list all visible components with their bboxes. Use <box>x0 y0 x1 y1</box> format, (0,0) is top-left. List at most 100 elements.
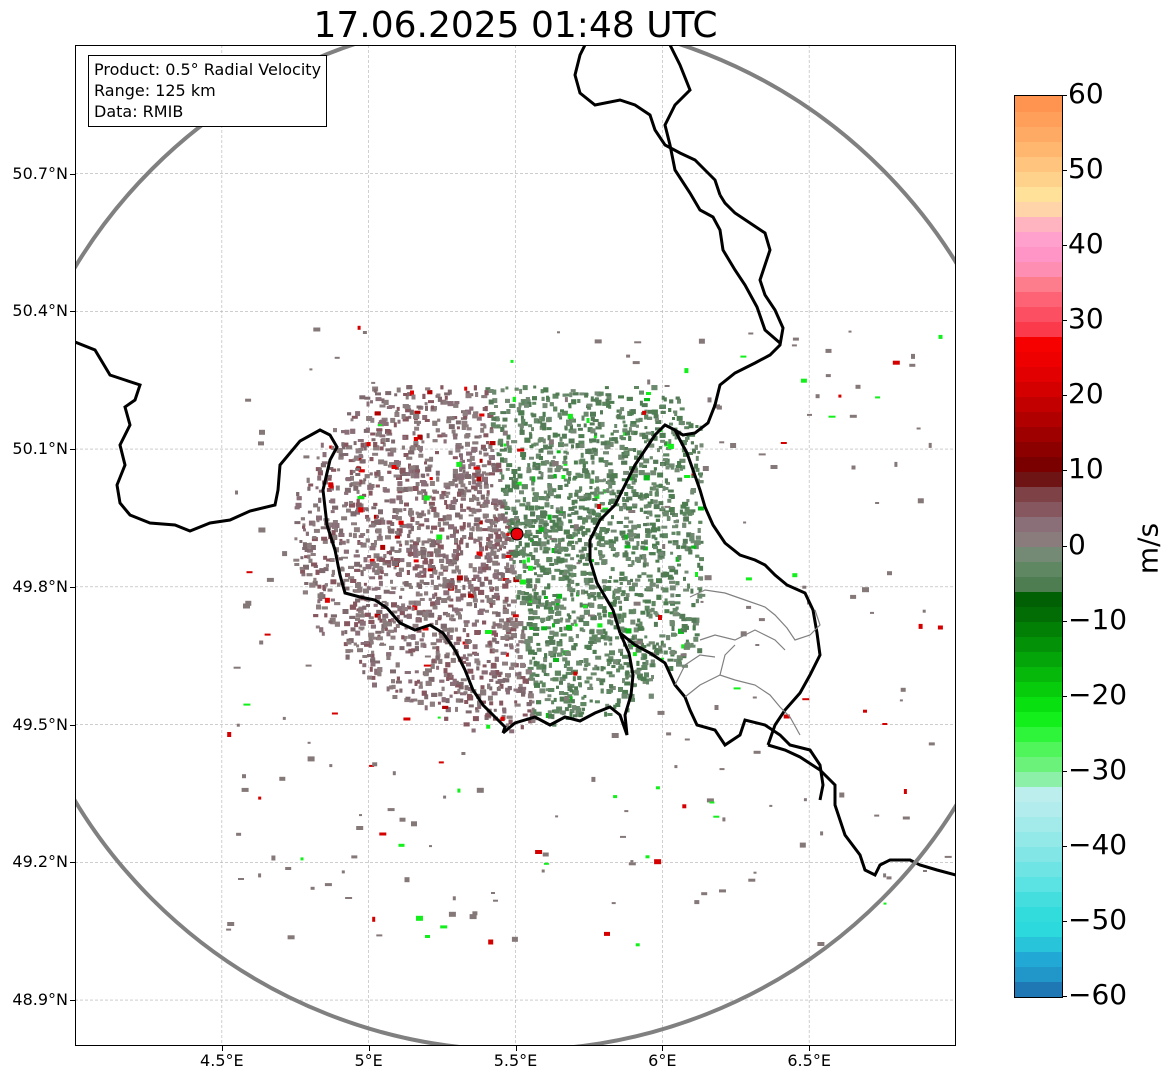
echo-pixel <box>517 448 525 452</box>
echo-pixel <box>498 501 505 506</box>
echo-pixel <box>902 816 910 820</box>
echo-pixel <box>536 700 542 705</box>
echo-pixel <box>481 504 486 508</box>
echo-pixel <box>425 466 432 472</box>
echo-pixel <box>338 456 344 460</box>
echo-pixel <box>502 708 507 714</box>
echo-pixel <box>607 619 612 625</box>
echo-pixel <box>540 460 547 466</box>
echo-pixel <box>527 602 533 606</box>
echo-pixel <box>429 574 434 578</box>
echo-pixel <box>360 571 364 577</box>
echo-pixel <box>414 469 420 473</box>
echo-pixel <box>365 514 370 519</box>
echo-pixel <box>636 524 641 529</box>
echo-pixel <box>521 484 528 490</box>
echo-pixel <box>388 528 395 534</box>
echo-pixel <box>513 688 518 692</box>
echo-pixel <box>419 570 426 574</box>
echo-pixel <box>344 429 350 435</box>
echo-pixel <box>625 593 630 598</box>
echo-pixel <box>668 565 675 569</box>
echo-pixel <box>457 608 463 612</box>
echo-pixel <box>630 409 636 415</box>
echo-pixel <box>464 639 471 644</box>
echo-pixel <box>678 421 685 425</box>
echo-pixel <box>375 392 381 396</box>
radar-map[interactable] <box>75 45 956 1046</box>
echo-pixel <box>609 684 614 689</box>
echo-pixel <box>514 700 518 704</box>
echo-pixel <box>680 465 683 471</box>
echo-pixel <box>427 551 434 555</box>
echo-pixel <box>379 434 386 438</box>
echo-pixel <box>459 684 464 688</box>
echo-pixel <box>386 621 392 627</box>
echo-pixel <box>659 432 666 438</box>
echo-pixel <box>675 524 679 528</box>
echo-pixel <box>431 659 436 664</box>
echo-pixel <box>472 644 478 650</box>
echo-pixel <box>566 421 573 427</box>
echo-pixel <box>365 564 372 570</box>
echo-pixel <box>537 595 542 599</box>
echo-pixel <box>495 611 501 617</box>
echo-pixel <box>639 593 643 598</box>
echo-pixel <box>631 524 638 530</box>
echo-pixel <box>471 508 477 514</box>
echo-pixel <box>536 574 543 578</box>
echo-pixel <box>516 675 521 680</box>
echo-pixel <box>495 416 500 422</box>
echo-pixel <box>532 461 536 467</box>
echo-pixel <box>569 709 575 713</box>
echo-pixel <box>547 514 552 520</box>
echo-pixel <box>529 456 534 460</box>
echo-pixel <box>568 405 572 409</box>
echo-pixel <box>496 452 500 456</box>
echo-pixel <box>346 508 351 513</box>
echo-pixel <box>653 621 658 627</box>
echo-pixel <box>541 396 545 401</box>
echo-pixel <box>355 467 361 471</box>
echo-pixel <box>650 499 654 504</box>
echo-pixel <box>530 539 534 543</box>
echo-pixel <box>654 514 661 518</box>
echo-pixel <box>539 688 546 694</box>
echo-pixel <box>511 506 517 512</box>
echo-pixel <box>690 441 694 445</box>
echo-pixel <box>622 689 629 695</box>
echo-pixel <box>494 569 499 573</box>
echo-pixel <box>329 617 336 622</box>
echo-pixel <box>485 497 489 501</box>
echo-pixel <box>690 588 694 594</box>
echo-pixel <box>506 603 511 607</box>
echo-pixel <box>390 556 394 561</box>
echo-pixel <box>517 423 522 427</box>
echo-pixel <box>597 630 604 635</box>
echo-pixel <box>403 637 407 642</box>
echo-pixel <box>585 449 592 454</box>
echo-pixel <box>505 467 510 471</box>
echo-pixel <box>691 509 696 513</box>
echo-pixel <box>466 458 472 462</box>
echo-pixel <box>393 558 400 563</box>
echo-pixel <box>472 567 477 573</box>
echo-pixel <box>534 560 540 566</box>
echo-pixel <box>521 629 525 635</box>
echo-pixel <box>412 431 416 436</box>
echo-pixel <box>395 530 399 534</box>
echo-pixel <box>588 577 594 583</box>
echo-pixel <box>489 586 494 592</box>
echo-pixel <box>445 554 449 560</box>
echo-pixel <box>584 572 589 575</box>
echo-pixel <box>571 610 576 614</box>
echo-pixel <box>409 544 413 550</box>
echo-pixel <box>324 613 328 618</box>
echo-pixel <box>435 451 439 455</box>
echo-pixel <box>407 583 412 587</box>
echo-pixel <box>518 686 523 692</box>
echo-pixel <box>663 601 669 606</box>
echo-pixel <box>577 531 581 535</box>
echo-pixel <box>316 604 321 610</box>
echo-pixel <box>472 441 479 445</box>
